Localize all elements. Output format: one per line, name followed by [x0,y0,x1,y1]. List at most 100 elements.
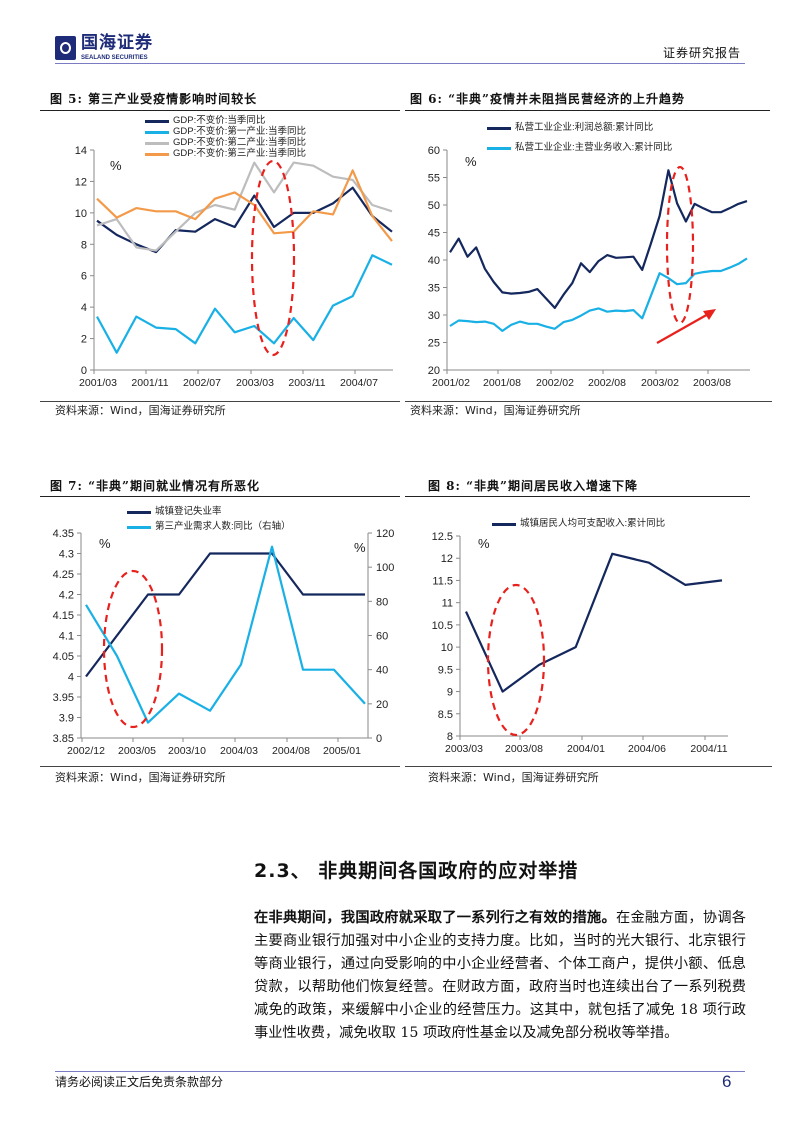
legend-label: 城镇登记失业率 [155,506,222,517]
legend-item: 城镇登记失业率 [127,507,222,517]
figure-7-title: 图 7: “非典”期间就业情况有所恶化 [50,479,260,493]
legend-swatch [145,152,169,156]
highlight-ellipse [665,165,695,325]
logo-icon [55,36,76,60]
figure-5-title: 图 5: 第三产业受疫情影响时间较长 [50,92,258,106]
source-rule [40,401,400,402]
x-tick-label: 2004/01 [567,743,605,755]
x-tick-label: 2004/08 [272,745,310,757]
x-tick-label: 2005/01 [323,745,361,757]
legend-item: GDP:不变价:第二产业:当季同比 [145,138,306,148]
legend-swatch [145,141,169,145]
highlight-ellipse [250,159,296,357]
figure-8-source: 资料来源：Wind，国海证券研究所 [428,771,599,784]
figure-6-title-rule [405,110,770,111]
y-tick-label: 50 [428,200,440,212]
section-paragraph: 在金融方面，协调各主要商业银行加强对中小企业的支持力度。比如，当时的光大银行、北… [254,910,746,1041]
y-tick-label: 3.95 [53,692,74,704]
legend-swatch [127,525,151,529]
series-line-1 [96,186,393,254]
highlight-ellipse [486,583,546,737]
y-tick-label: 14 [75,145,87,157]
legend-item: GDP:不变价:第一产业:当季同比 [145,127,306,137]
y-tick-label: 4.25 [53,569,74,581]
y-tick-label: 4.3 [59,549,74,561]
legend-swatch [145,130,169,134]
trend-arrow-head-icon [703,309,716,320]
x-tick-label: 2001/11 [131,377,168,389]
figure-6-source: 资料来源：Wind，国海证券研究所 [410,404,581,417]
series-line-2 [85,545,366,724]
y-right-tick-label: 120 [376,528,394,540]
x-tick-label: 2003/10 [168,745,206,757]
disclaimer-note: 请务必阅读正文后免责条款部分 [55,1075,224,1089]
series-line-1 [449,169,748,309]
legend-label: 城镇居民人均可支配收入:累计同比 [520,518,666,529]
y-unit-label: % [465,154,477,169]
y-tick-label: 11.5 [432,575,453,587]
x-tick-label: 2003/02 [641,377,679,389]
figure-7-source: 资料来源：Wind，国海证券研究所 [55,771,226,784]
x-tick-label: 2003/08 [693,377,731,389]
series-line-1 [464,552,723,693]
series-line-1 [85,552,365,678]
y-tick-label: 55 [428,173,440,185]
section-body: 在非典期间，我国政府就采取了一系列行之有效的措施。在金融方面，协调各主要商业银行… [254,907,746,1045]
y-tick-label: 45 [428,228,440,240]
x-tick-label: 2002/02 [536,377,574,389]
legend-swatch [487,146,511,150]
y-tick-label: 8 [447,731,453,743]
y-tick-label: 11 [442,598,453,610]
y-tick-label: 8.5 [438,709,453,721]
y-tick-label: 4 [68,672,74,684]
x-tick-label: 2004/11 [690,743,727,755]
y-tick-label: 10 [441,642,453,654]
footer-divider [55,1071,745,1072]
figure-5-source: 资料来源：Wind，国海证券研究所 [55,404,226,417]
y-unit-label: % [99,536,111,551]
y-unit-label: % [110,158,122,173]
y-tick-label: 0 [81,365,87,377]
y-tick-label: 9 [447,687,453,699]
y-tick-label: 4 [81,302,87,314]
x-tick-label: 2003/11 [288,377,325,389]
y-tick-label: 9.5 [438,664,453,676]
y-tick-label: 4.2 [59,590,74,602]
legend-item: 私营工业企业:主营业务收入:累计同比 [487,143,672,153]
y-tick-label: 4.15 [53,610,74,622]
figure-5-title-rule [40,110,400,111]
y-tick-label: 20 [428,365,440,377]
y-right-tick-label: 0 [376,733,382,745]
y-tick-label: 4.05 [53,651,74,663]
section-heading: 2.3、 非典期间各国政府的应对举措 [254,860,579,882]
y-right-tick-label: 100 [376,562,394,574]
legend-swatch [487,126,511,130]
y-tick-label: 30 [428,310,440,322]
x-tick-label: 2002/12 [67,745,105,757]
y-tick-label: 60 [428,145,440,157]
legend-swatch [127,510,151,514]
y-tick-label: 3.85 [53,733,74,745]
x-tick-label: 2001/03 [79,377,117,389]
x-tick-label: 2001/08 [483,377,521,389]
x-tick-label: 2003/03 [236,377,274,389]
series-line-2 [96,254,393,354]
y-unit-label: % [478,536,490,551]
y-right-unit-label: % [354,540,366,555]
page-number: 6 [722,1072,732,1091]
y-tick-label: 12.5 [432,531,453,543]
y-tick-label: 10.5 [432,620,453,632]
series-line-4 [96,169,393,242]
legend-swatch [492,522,516,526]
x-tick-label: 2004/03 [220,745,258,757]
series-line-2 [449,257,748,332]
series-line-3 [96,161,393,252]
y-tick-label: 35 [428,283,440,295]
figure-7-title-rule [40,496,400,497]
legend-label: 私营工业企业:利润总额:累计同比 [515,122,654,133]
x-tick-label: 2004/06 [628,743,666,755]
figure-6-title: 图 6: “非典”疫情并未阻挡民营经济的上升趋势 [410,92,685,106]
trend-arrow-icon [656,312,711,344]
y-tick-label: 40 [428,255,440,267]
